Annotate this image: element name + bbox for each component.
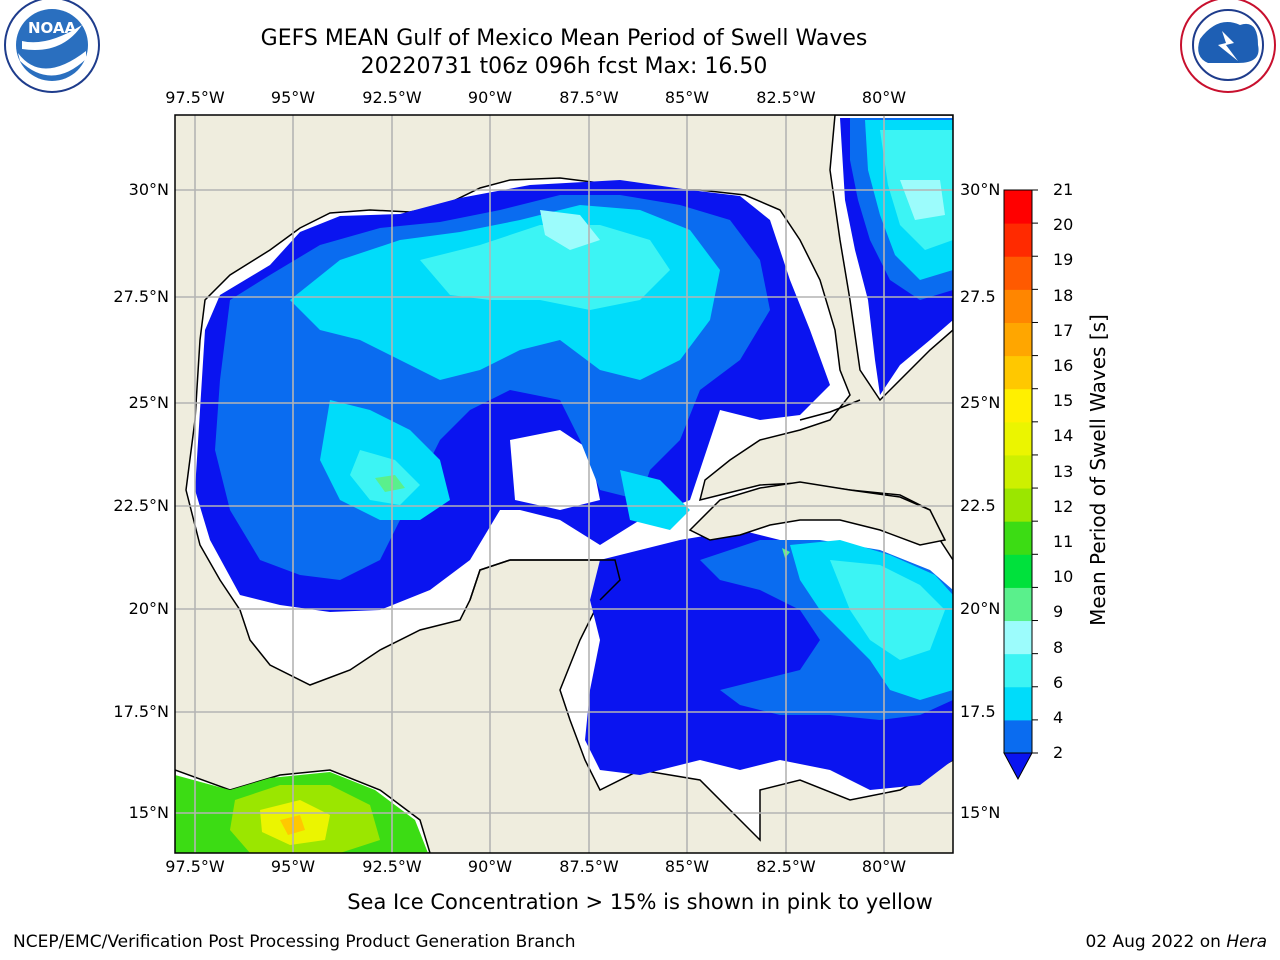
lat-tick-right: 25°N <box>960 393 1001 412</box>
lon-tick-bottom: 92.5°W <box>362 857 422 876</box>
colorbar-bin-18 <box>1004 289 1032 323</box>
sea-ice-caption: Sea Ice Concentration > 15% is shown in … <box>347 890 933 914</box>
colorbar-bin-21 <box>1004 190 1032 224</box>
lat-tick-left: 27.5°N <box>113 287 169 306</box>
lat-tick-left: 17.5°N <box>113 702 169 721</box>
colorbar-tick-label: 14 <box>1053 426 1074 445</box>
colorbar-tick-label: 10 <box>1053 567 1074 586</box>
lon-tick-bottom: 85°W <box>664 857 710 876</box>
title-line-2: 20220731 t06z 096h fcst Max: 16.50 <box>360 54 768 79</box>
lon-tick-top: 90°W <box>467 88 513 107</box>
colorbar-tick-label: 20 <box>1053 215 1074 234</box>
colorbar-bin-15 <box>1004 388 1032 423</box>
lon-tick-bottom: 90°W <box>467 857 513 876</box>
lat-tick-left: 22.5°N <box>113 496 169 515</box>
colorbar-bin-12 <box>1004 488 1032 522</box>
colorbar-extend-arrow <box>1003 752 1033 781</box>
lon-tick-top: 80°W <box>861 88 907 107</box>
lon-tick-top: 97.5°W <box>165 88 225 107</box>
colorbar-tick-label: 9 <box>1053 602 1064 621</box>
footer-date-text: 02 Aug 2022 on <box>1085 932 1227 952</box>
colorbar-tick-label: 17 <box>1053 321 1074 340</box>
colorbar-bin-13 <box>1004 454 1032 489</box>
swell-band-8-9 <box>350 225 670 505</box>
colorbar-bin-2 <box>1004 719 1032 754</box>
lon-tick-bottom: 95°W <box>270 857 316 876</box>
colorbar-bin-4 <box>1004 686 1032 721</box>
colorbar-bin-11 <box>1004 521 1032 555</box>
map-panel <box>175 115 953 853</box>
colorbar-bin-9 <box>1004 587 1032 622</box>
lon-tick-top: 95°W <box>270 88 316 107</box>
lon-tick-bottom: 82.5°W <box>756 857 816 876</box>
lat-tick-right: 22.5 <box>960 496 996 515</box>
colorbar-tick-label: 21 <box>1053 180 1074 199</box>
florida-keys <box>799 399 861 421</box>
lat-tick-left: 25°N <box>128 393 169 412</box>
lat-tick-right: 27.5 <box>960 287 996 306</box>
lon-tick-bottom: 80°W <box>861 857 907 876</box>
nws-logo <box>1180 0 1276 93</box>
swell-band-9-10 <box>540 180 945 250</box>
colorbar-bin-16 <box>1004 355 1032 390</box>
noaa-logo: NOAA <box>4 0 100 93</box>
colorbar-title: Mean Period of Swell Waves [s] <box>1086 314 1110 626</box>
colorbar-tick-label: 4 <box>1053 708 1064 727</box>
colorbar-bin-19 <box>1004 256 1032 290</box>
footer-host: Hera <box>1226 932 1267 952</box>
lat-tick-left: 30°N <box>128 180 169 199</box>
lon-tick-bottom: 97.5°W <box>165 857 225 876</box>
graticule <box>175 115 953 853</box>
colorbar-tick-label: 6 <box>1053 673 1064 692</box>
lat-tick-right: 17.5 <box>960 702 996 721</box>
lat-tick-left: 15°N <box>128 803 169 822</box>
colorbar-tick-label: 19 <box>1053 250 1074 269</box>
lon-tick-top: 85°W <box>664 88 710 107</box>
colorbar-bin-17 <box>1004 322 1032 357</box>
colorbar-bin-8 <box>1004 620 1032 655</box>
lon-tick-bottom: 87.5°W <box>559 857 619 876</box>
lon-tick-top: 87.5°W <box>559 88 619 107</box>
colorbar-bin-20 <box>1004 223 1032 257</box>
footer-branch: NCEP/EMC/Verification Post Processing Pr… <box>13 932 576 952</box>
colorbar-tick-label: 15 <box>1053 391 1074 410</box>
colorbar-tick-label: 12 <box>1053 497 1074 516</box>
map-frame <box>174 114 954 854</box>
colorbar-bin-10 <box>1004 554 1032 588</box>
swell-field <box>175 118 953 853</box>
colorbar-tick-label: 2 <box>1053 743 1064 762</box>
footer-date: 02 Aug 2022 on Hera <box>1085 932 1267 952</box>
lat-tick-left: 20°N <box>128 599 169 618</box>
colorbar-bin-14 <box>1004 421 1032 456</box>
colorbar-tick-label: 13 <box>1053 462 1074 481</box>
lat-tick-right: 30°N <box>960 180 1001 199</box>
cuba-outline <box>688 481 947 546</box>
colorbar-tick-label: 18 <box>1053 286 1074 305</box>
noaa-logo-text: NOAA <box>28 19 77 37</box>
lat-tick-right: 20°N <box>960 599 1001 618</box>
colorbar-tick-label: 8 <box>1053 638 1064 657</box>
title-line-1: GEFS MEAN Gulf of Mexico Mean Period of … <box>260 26 868 51</box>
colorbar-tick-label: 11 <box>1053 532 1074 551</box>
colorbar-tick-label: 16 <box>1053 356 1074 375</box>
colorbar-bin-6 <box>1004 653 1032 688</box>
lat-tick-right: 15°N <box>960 803 1001 822</box>
yucatan-coast <box>469 559 621 601</box>
lon-tick-top: 92.5°W <box>362 88 422 107</box>
colorbar <box>1003 189 1038 781</box>
lon-tick-top: 82.5°W <box>756 88 816 107</box>
colorbar-frame <box>1003 189 1033 754</box>
swell-band-8-9-caribbean <box>830 560 945 660</box>
